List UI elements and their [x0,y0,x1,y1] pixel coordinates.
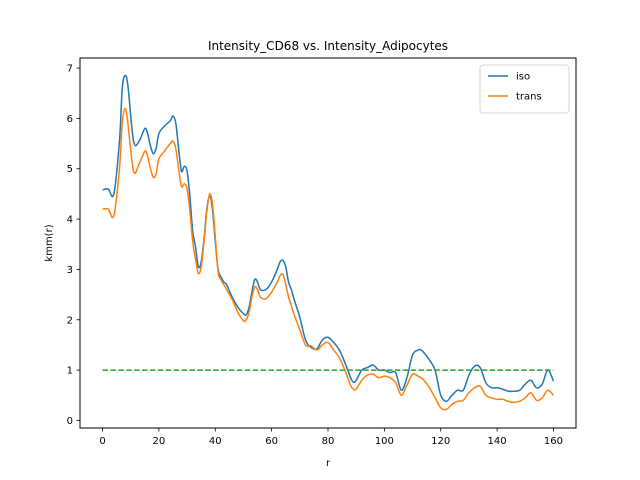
axis-ticks: 0 20 40 60 80 100 120 140 160 0 1 2 3 4 5 6 7 [67,64,563,447]
y-tick-label: 3 [67,265,73,276]
y-tick-label: 1 [67,366,73,377]
series-line-iso [102,74,555,403]
x-tick-label: 0 [99,436,105,447]
y-tick-label: 0 [67,416,73,427]
legend: iso trans [479,64,570,114]
x-tick-label: 60 [265,436,278,447]
x-tick-label: 160 [544,436,563,447]
series-line-trans [102,107,555,411]
x-tick-label: 20 [153,436,166,447]
x-axis-label: r [326,458,331,469]
x-tick-label: 120 [431,436,450,447]
legend-box [479,64,570,114]
x-tick-label: 80 [322,436,335,447]
y-tick-label: 4 [67,215,73,226]
plot-frame [79,57,577,429]
y-tick-label: 7 [67,64,73,75]
x-tick-label: 40 [209,436,222,447]
y-tick-label: 2 [67,315,73,326]
y-axis-label: kmm(r) [44,224,55,261]
legend-label-trans: trans [516,92,542,103]
chart-title: Intensity_CD68 vs. Intensity_Adipocytes [208,39,448,53]
x-tick-label: 140 [488,436,507,447]
x-tick-label: 100 [375,436,394,447]
legend-label-iso: iso [516,72,530,83]
y-tick-label: 5 [67,164,73,175]
y-tick-label: 6 [67,114,73,125]
